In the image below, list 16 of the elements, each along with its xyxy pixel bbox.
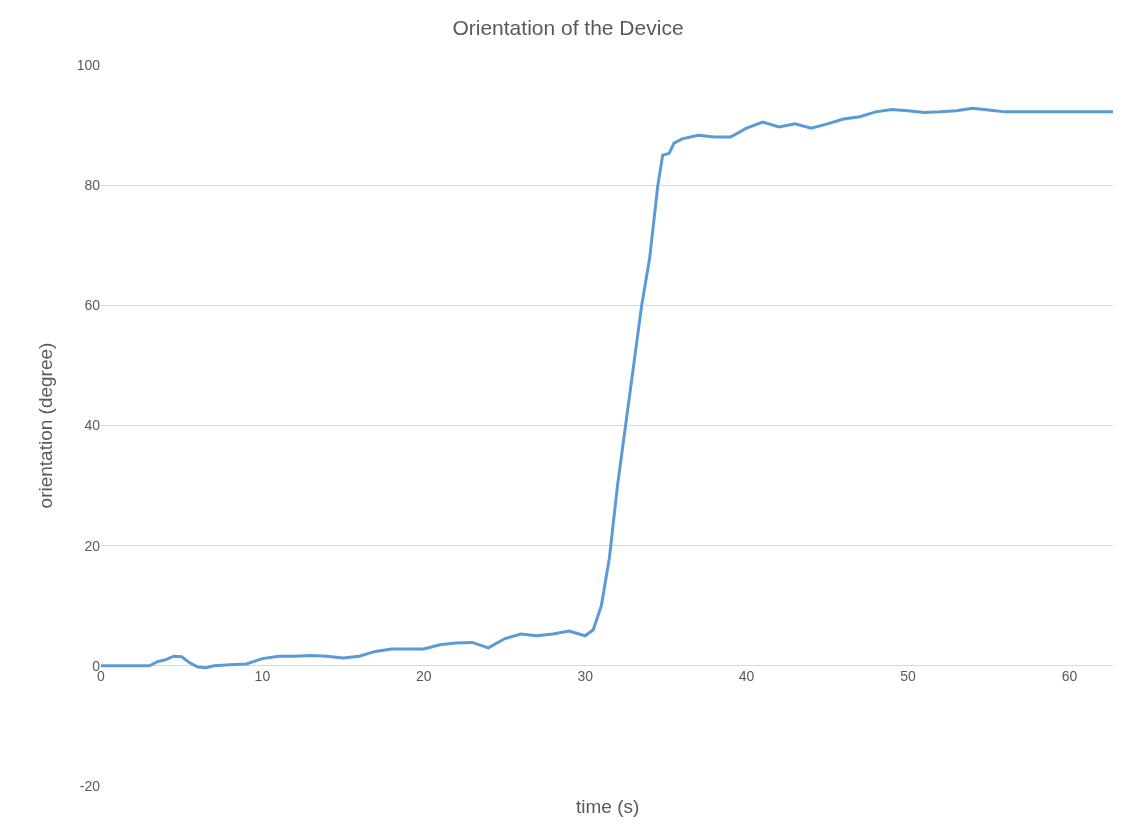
line-series bbox=[101, 106, 1113, 670]
x-tick-label: 50 bbox=[900, 667, 917, 684]
y-tick-label: 60 bbox=[84, 297, 101, 314]
y-tick-label: 20 bbox=[84, 537, 101, 554]
y-tick-label: -20 bbox=[79, 777, 101, 794]
y-axis-title: orientation (degree) bbox=[35, 342, 57, 509]
x-tick-label: 30 bbox=[577, 667, 594, 684]
x-axis-title: time (s) bbox=[576, 796, 640, 817]
x-tick-label: 40 bbox=[738, 667, 755, 684]
x-tick-label: 60 bbox=[1061, 667, 1078, 684]
x-tick-label: 20 bbox=[416, 667, 432, 684]
y-tick-label: 80 bbox=[84, 177, 101, 194]
chart-title: Orientation of the Device bbox=[452, 16, 684, 40]
x-tick-label: 10 bbox=[254, 667, 271, 684]
y-tick-label: 40 bbox=[84, 417, 101, 434]
y-tick-label: 100 bbox=[76, 56, 101, 73]
